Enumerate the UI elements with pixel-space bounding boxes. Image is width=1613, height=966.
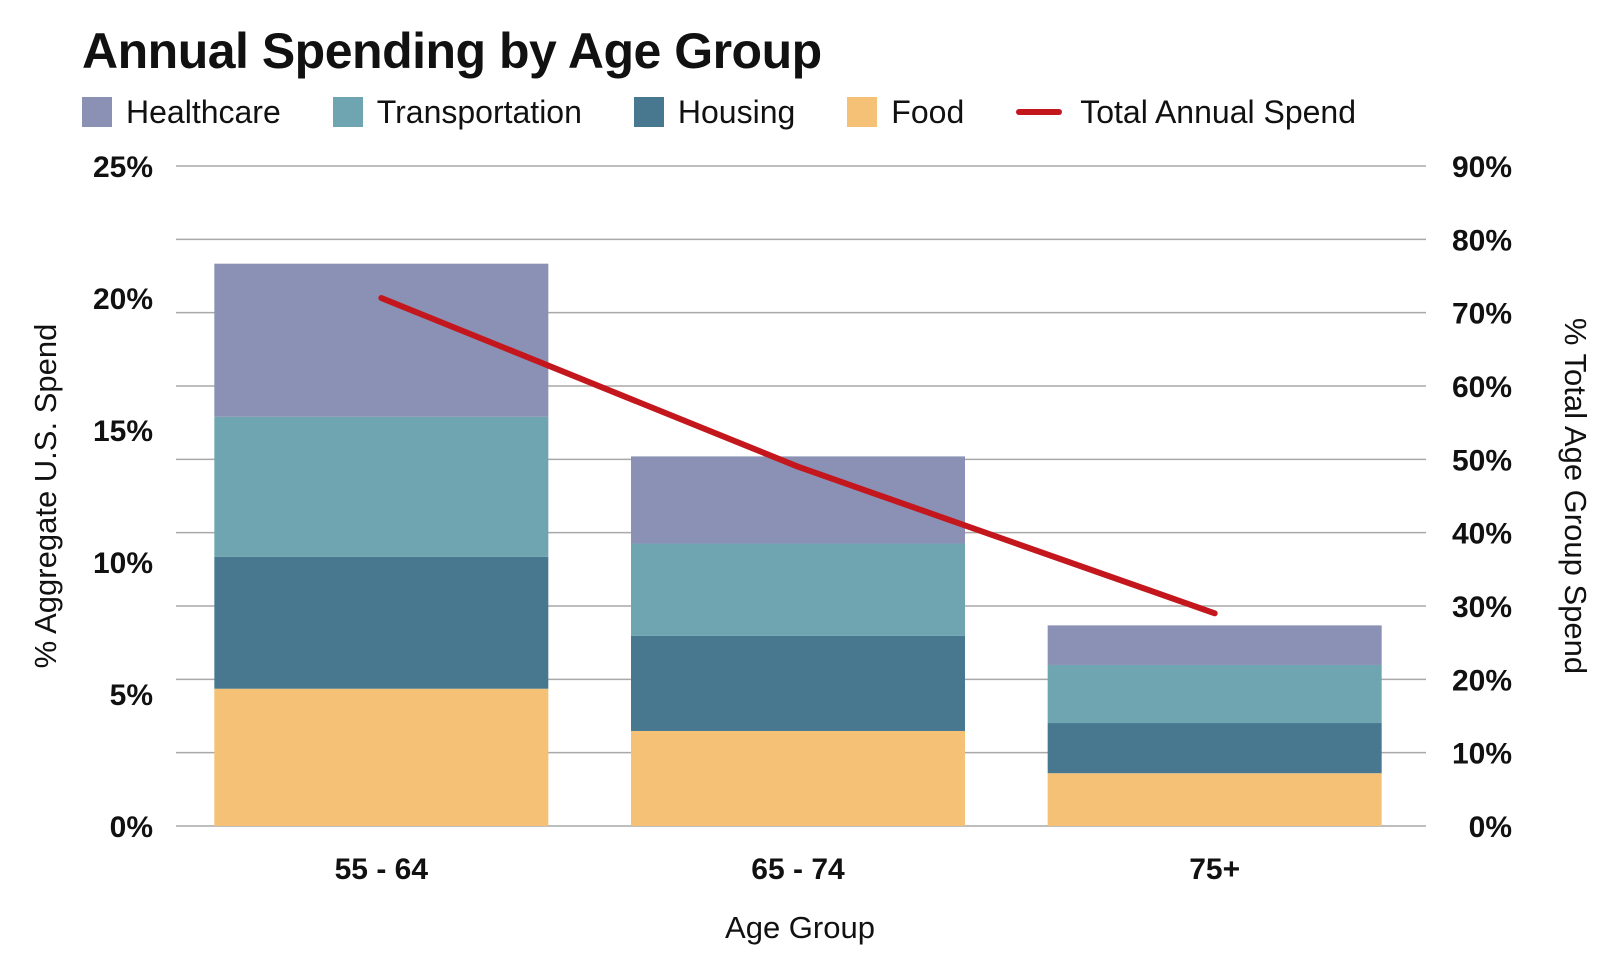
legend-label-housing: Housing [677, 93, 796, 130]
total-annual-spend-line [378, 295, 1218, 617]
y-right-tick-label: 30% [1452, 591, 1512, 624]
y-axis-left: 0% 5% 10% 15% 20% 25% [93, 151, 153, 844]
bars [214, 263, 1382, 826]
y-right-tick-label: 10% [1452, 738, 1512, 771]
y-right-tick-label: 60% [1452, 371, 1512, 404]
bar-housing-65-74 [631, 635, 965, 731]
legend-item-housing: Housing [633, 93, 796, 131]
y-left-tick-label: 25% [93, 151, 153, 184]
y-left-tick-label: 10% [93, 547, 153, 580]
y-left-tick-label: 0% [110, 811, 153, 844]
y-right-tick-label: 40% [1452, 518, 1512, 551]
y-right-tick-label: 0% [1469, 811, 1512, 844]
total-spend-line-group [378, 295, 1218, 617]
bar-housing-75 [1047, 723, 1382, 774]
bar-healthcare-65-74 [631, 456, 965, 544]
legend: Healthcare Transportation Housing Food T… [82, 92, 1408, 132]
x-axis-label: Age Group [725, 910, 875, 945]
y-axis-right-label: % Total Age Group Spend [1558, 318, 1593, 674]
legend-item-total-annual-spend: Total Annual Spend [1016, 94, 1356, 131]
bar-healthcare-75 [1047, 625, 1382, 665]
x-axis: 55 - 64 65 - 74 75+ [335, 853, 1240, 886]
legend-item-transportation: Transportation [332, 93, 582, 131]
bar-food-55-64 [214, 688, 549, 826]
legend-label-transportation: Transportation [376, 93, 582, 130]
x-tick-label: 65 - 74 [751, 853, 845, 886]
legend-label-total-annual-spend: Total Annual Spend [1080, 93, 1357, 130]
y-axis-right: 0% 10% 20% 30% 40% 50% 60% 70% 80% 90% [1452, 151, 1512, 844]
y-left-tick-label: 20% [93, 283, 153, 316]
legend-swatch-transportation [332, 97, 363, 127]
legend-swatch-food [847, 97, 878, 127]
legend-item-healthcare: Healthcare [82, 94, 281, 131]
y-right-tick-label: 20% [1452, 664, 1512, 697]
bar-transportation-55-64 [214, 416, 549, 557]
y-axis-left-label: % Aggregate U.S. Spend [28, 324, 63, 669]
bar-transportation-75 [1047, 664, 1382, 724]
bar-transportation-65-74 [631, 543, 965, 636]
legend-item-food: Food [847, 94, 964, 131]
bar-housing-55-64 [214, 556, 549, 689]
y-right-tick-label: 50% [1452, 444, 1512, 477]
y-left-tick-label: 5% [110, 679, 153, 712]
legend-swatch-total-annual-spend [1016, 109, 1063, 115]
x-tick-label: 75+ [1189, 853, 1240, 886]
y-right-tick-label: 70% [1452, 298, 1512, 331]
x-tick-label: 55 - 64 [335, 853, 429, 886]
legend-label-food: Food [891, 93, 965, 130]
y-left-tick-label: 15% [93, 415, 153, 448]
bar-food-65-74 [631, 730, 965, 826]
bar-food-75 [1047, 773, 1382, 826]
legend-label-healthcare: Healthcare [126, 93, 281, 130]
chart-title: Annual Spending by Age Group [82, 23, 822, 79]
legend-swatch-housing [633, 97, 664, 127]
y-right-tick-label: 80% [1452, 224, 1512, 257]
legend-swatch-healthcare [82, 97, 112, 127]
bar-healthcare-55-64 [214, 263, 549, 417]
y-right-tick-label: 90% [1452, 151, 1512, 184]
